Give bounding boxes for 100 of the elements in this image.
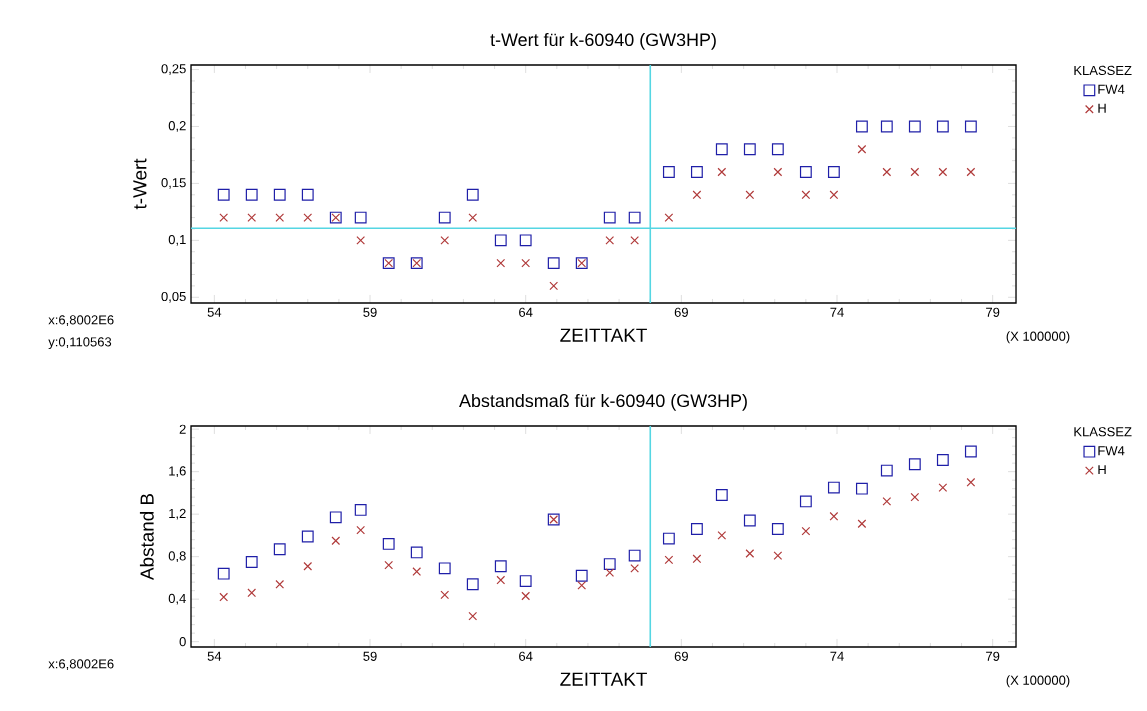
- text: x:6,8002E6: [48, 659, 114, 671]
- legend-title: KLASSEZ: [1074, 65, 1132, 76]
- point: [275, 579, 285, 589]
- legend-label: FW4: [1098, 84, 1125, 94]
- point: [273, 188, 286, 201]
- point: [519, 575, 532, 588]
- point: [908, 458, 921, 471]
- text: y:0,110563: [48, 337, 112, 350]
- point: [964, 445, 977, 458]
- x-tick-label: 64: [519, 651, 533, 661]
- point: [771, 523, 784, 535]
- point: [273, 543, 286, 556]
- point: [715, 489, 728, 501]
- point: [664, 213, 674, 222]
- point: [715, 143, 728, 156]
- point: [275, 213, 285, 222]
- y-tick-label: 2: [179, 424, 186, 434]
- point: [628, 211, 641, 224]
- point: [384, 560, 394, 570]
- point: [630, 563, 640, 573]
- y-tick-label: 0,2: [168, 121, 186, 132]
- point: [382, 537, 395, 550]
- point: [603, 211, 616, 224]
- point: [496, 575, 506, 585]
- point: [801, 190, 811, 200]
- point: [827, 481, 840, 494]
- point: [936, 120, 949, 133]
- text: (X 100000): [1006, 331, 1070, 344]
- x-tick-label: 54: [207, 651, 222, 661]
- point: [303, 213, 313, 222]
- point: [577, 580, 587, 590]
- point: [356, 525, 366, 535]
- point: [245, 188, 258, 201]
- point: [247, 588, 257, 598]
- point: [799, 166, 812, 178]
- point: [690, 166, 703, 178]
- point: [855, 482, 868, 495]
- x-tick-label: 69: [674, 307, 688, 317]
- point: [468, 611, 478, 621]
- point: [549, 281, 559, 291]
- y-axis-title: t-Wert: [133, 158, 147, 210]
- point: [938, 483, 948, 492]
- point: [575, 569, 588, 582]
- point: [717, 531, 727, 540]
- point: [936, 454, 949, 466]
- point: [494, 560, 507, 573]
- text: (X 100000): [1006, 675, 1070, 688]
- point: [829, 190, 839, 200]
- point: [745, 549, 755, 558]
- point: [217, 567, 230, 580]
- point: [329, 511, 342, 524]
- point: [217, 188, 230, 201]
- point: [603, 558, 616, 571]
- point: [496, 258, 506, 268]
- point: [354, 503, 367, 516]
- point: [910, 492, 920, 502]
- point: [857, 519, 867, 529]
- point: [827, 166, 840, 178]
- y-tick-label: 0,1: [168, 234, 186, 246]
- x-tick-label: 59: [363, 651, 377, 661]
- point: [938, 167, 948, 177]
- point: [354, 211, 367, 224]
- text: x:6,8002E6: [48, 315, 114, 326]
- y-tick-label: 0,05: [161, 291, 186, 303]
- point: [466, 188, 479, 201]
- point: [466, 578, 479, 591]
- point: [630, 235, 640, 245]
- point: [692, 190, 702, 200]
- x-tick-label: 64: [519, 307, 533, 317]
- y-tick-label: 0,8: [168, 551, 186, 563]
- point: [468, 213, 478, 222]
- point: [882, 497, 892, 506]
- point: [771, 143, 784, 156]
- y-tick-label: 0,15: [161, 178, 186, 189]
- point: [301, 530, 314, 543]
- point: [605, 568, 615, 577]
- legend-label: H: [1098, 465, 1106, 475]
- y-tick-label: 1,2: [169, 508, 186, 520]
- point: [857, 144, 867, 154]
- point: [494, 234, 507, 247]
- y-tick-label: 0,25: [161, 64, 186, 75]
- point: [412, 567, 422, 576]
- point: [717, 167, 727, 177]
- point: [438, 562, 451, 575]
- point: [605, 235, 615, 245]
- y-tick-label: 1,6: [169, 466, 186, 478]
- y-axis-title: Abstand B: [139, 493, 154, 580]
- point: [880, 120, 893, 133]
- point: [855, 120, 868, 133]
- point: [247, 213, 257, 222]
- point: [662, 532, 675, 545]
- x-tick-label: 69: [674, 651, 688, 661]
- point: [438, 211, 451, 224]
- point: [964, 120, 977, 133]
- x-tick-label: 59: [363, 307, 377, 317]
- point: [662, 166, 675, 178]
- point: [880, 464, 893, 477]
- point: [966, 167, 976, 177]
- point: [773, 551, 783, 560]
- point: [829, 511, 839, 521]
